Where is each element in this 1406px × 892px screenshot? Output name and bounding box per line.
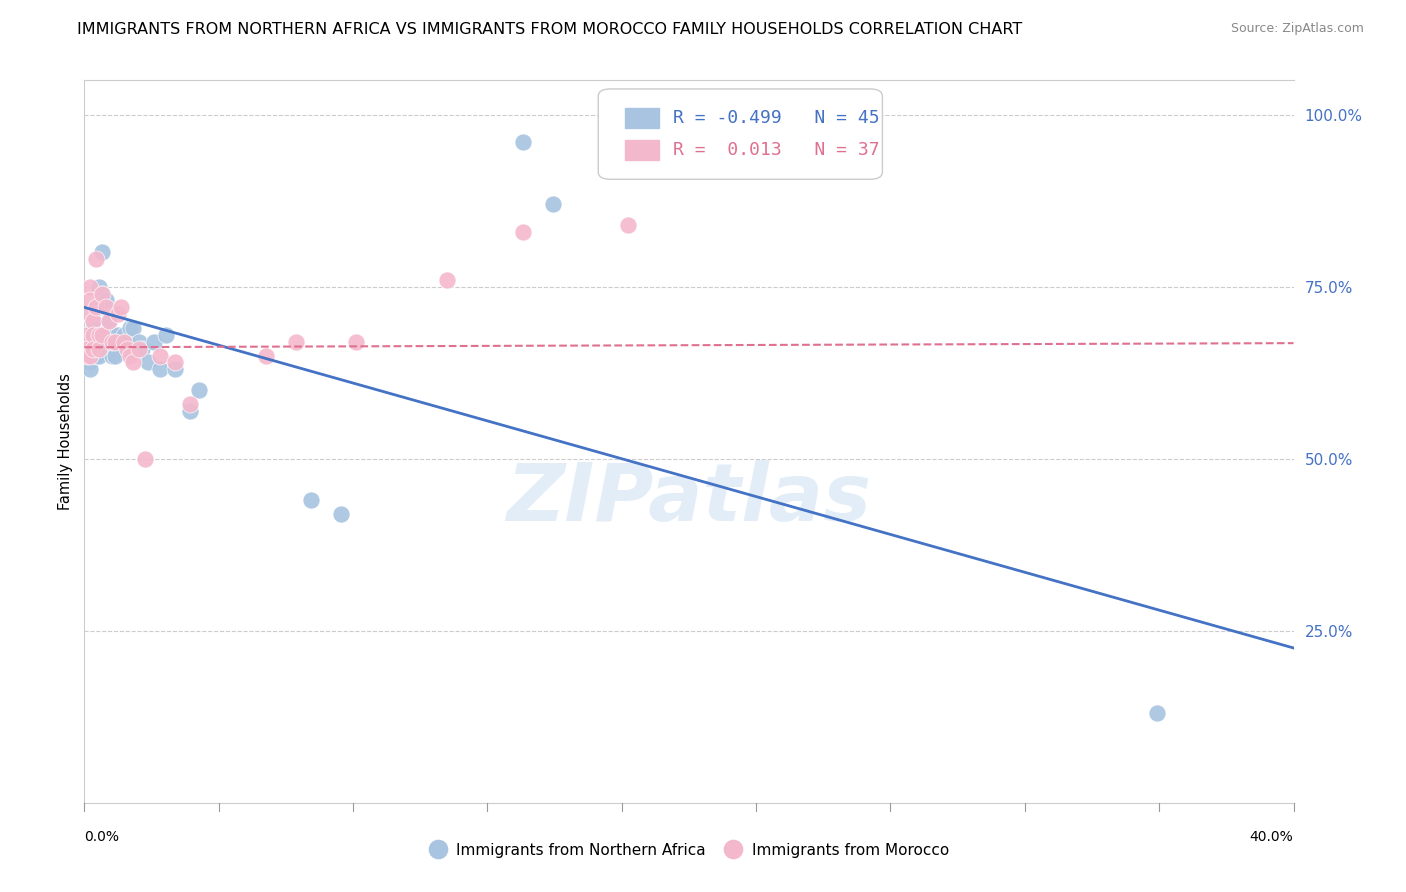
Point — [76, 349, 98, 363]
Point — [100, 334, 122, 349]
Point — [97, 314, 120, 328]
Point — [115, 342, 138, 356]
Text: ZIPatlas: ZIPatlas — [506, 460, 872, 539]
Point — [149, 362, 172, 376]
Point — [131, 342, 153, 356]
Point — [617, 218, 640, 232]
Point — [89, 279, 111, 293]
Point — [89, 342, 111, 356]
Point — [121, 355, 143, 369]
Point — [82, 327, 104, 342]
Point — [89, 327, 111, 342]
Text: IMMIGRANTS FROM NORTHERN AFRICA VS IMMIGRANTS FROM MOROCCO FAMILY HOUSEHOLDS COR: IMMIGRANTS FROM NORTHERN AFRICA VS IMMIG… — [77, 22, 1022, 37]
Point — [110, 334, 132, 349]
Point — [346, 334, 368, 349]
Point — [188, 383, 211, 397]
Point — [76, 349, 98, 363]
Point — [94, 293, 117, 308]
Point — [179, 397, 201, 411]
Point — [134, 451, 156, 466]
FancyBboxPatch shape — [624, 108, 659, 128]
Point — [76, 327, 98, 342]
Point — [1146, 706, 1168, 721]
Text: 0.0%: 0.0% — [84, 830, 120, 845]
Point — [112, 327, 135, 342]
Point — [107, 327, 129, 342]
Point — [82, 314, 104, 328]
Point — [142, 334, 165, 349]
Point — [165, 355, 187, 369]
Point — [110, 301, 132, 315]
Point — [79, 355, 101, 369]
Point — [86, 301, 108, 315]
Text: R =  0.013   N = 37: R = 0.013 N = 37 — [673, 141, 880, 160]
Point — [118, 321, 141, 335]
Point — [94, 327, 117, 342]
Text: Source: ZipAtlas.com: Source: ZipAtlas.com — [1230, 22, 1364, 36]
Point — [79, 349, 101, 363]
Point — [136, 355, 159, 369]
Point — [79, 279, 101, 293]
FancyBboxPatch shape — [599, 89, 883, 179]
Point — [107, 307, 129, 321]
Point — [155, 327, 177, 342]
Point — [254, 349, 277, 363]
FancyBboxPatch shape — [624, 140, 659, 161]
Point — [299, 493, 322, 508]
Point — [104, 349, 127, 363]
Point — [100, 349, 122, 363]
Point — [79, 307, 101, 321]
Point — [436, 273, 458, 287]
Point — [121, 321, 143, 335]
Point — [118, 349, 141, 363]
Point — [79, 349, 101, 363]
Point — [76, 334, 98, 349]
Point — [82, 342, 104, 356]
Point — [91, 245, 114, 260]
Point — [115, 334, 138, 349]
Point — [165, 362, 187, 376]
Point — [541, 197, 564, 211]
Point — [89, 349, 111, 363]
Point — [512, 135, 534, 149]
Point — [82, 334, 104, 349]
Point — [79, 293, 101, 308]
Point — [97, 314, 120, 328]
Legend: Immigrants from Northern Africa, Immigrants from Morocco: Immigrants from Northern Africa, Immigra… — [423, 836, 955, 863]
Point — [91, 327, 114, 342]
Point — [330, 507, 353, 521]
Point — [94, 301, 117, 315]
Point — [112, 334, 135, 349]
Point — [128, 342, 150, 356]
Y-axis label: Family Households: Family Households — [58, 373, 73, 510]
Point — [91, 286, 114, 301]
Point — [82, 314, 104, 328]
Point — [82, 321, 104, 335]
Point — [86, 349, 108, 363]
Point — [179, 403, 201, 417]
Point — [100, 334, 122, 349]
Point — [128, 334, 150, 349]
Point — [79, 342, 101, 356]
Point — [86, 252, 108, 267]
Point — [512, 225, 534, 239]
Point — [285, 334, 308, 349]
Point — [104, 327, 127, 342]
Point — [89, 301, 111, 315]
Point — [86, 334, 108, 349]
Point — [79, 327, 101, 342]
Point — [76, 342, 98, 356]
Point — [149, 349, 172, 363]
Point — [91, 286, 114, 301]
Text: 40.0%: 40.0% — [1250, 830, 1294, 845]
Point — [104, 334, 127, 349]
Text: R = -0.499   N = 45: R = -0.499 N = 45 — [673, 109, 880, 127]
Point — [76, 342, 98, 356]
Point — [79, 362, 101, 376]
